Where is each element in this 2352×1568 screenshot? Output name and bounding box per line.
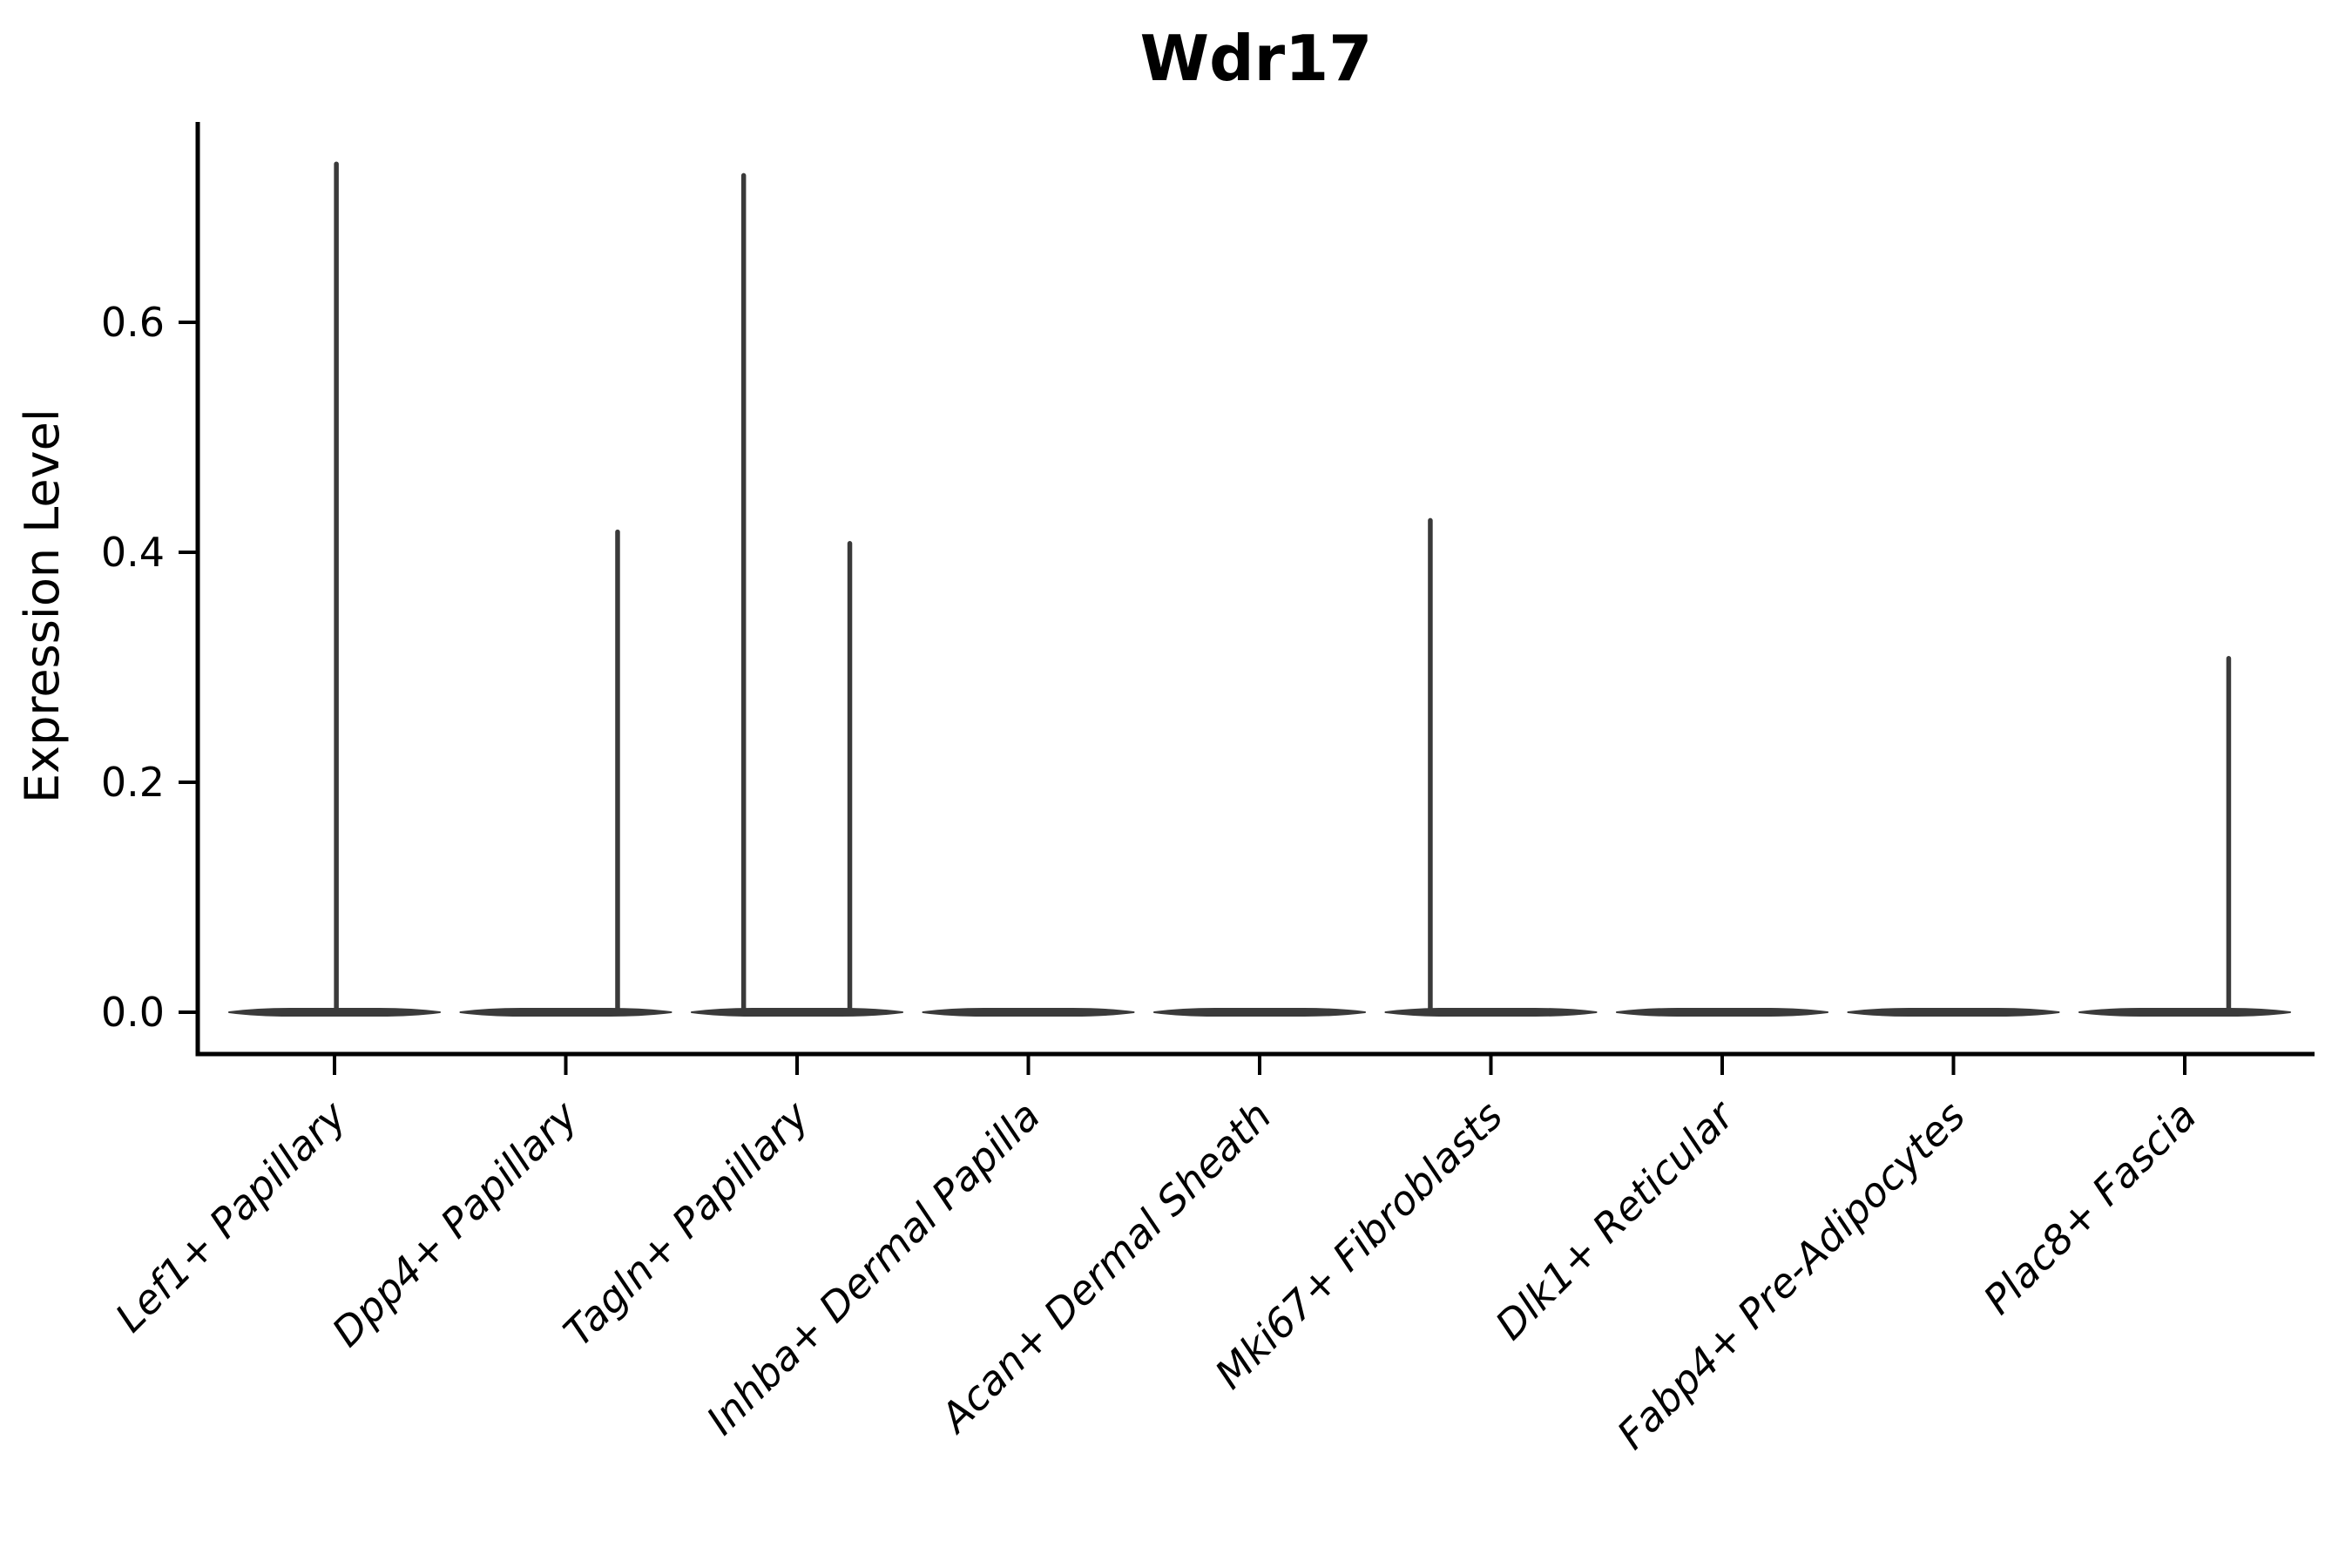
violin-body (459, 1008, 672, 1017)
y-tick-label: 0.0 (101, 989, 165, 1036)
violin-body (1847, 1008, 2060, 1017)
violin-body (922, 1008, 1135, 1017)
x-tick-label: Dlk1+ Reticular (1486, 1090, 1745, 1348)
y-tick-label: 0.6 (101, 299, 165, 346)
x-tick-label: Plac8+ Fascia (1974, 1092, 2205, 1323)
y-tick-label: 0.4 (101, 529, 165, 576)
y-tick-label: 0.2 (101, 759, 165, 806)
violin-body (2078, 1008, 2291, 1017)
x-tick-label: Tagln+ Papillary (554, 1092, 818, 1355)
violin-body (1616, 1008, 1828, 1017)
x-tick-label: Dpp4+ Papillary (323, 1092, 587, 1355)
x-tick-label: Lef1+ Papillary (106, 1092, 355, 1341)
chart-title: Wdr17 (1139, 22, 1373, 95)
violin-body (1153, 1008, 1366, 1017)
violin-body (1384, 1008, 1598, 1017)
violin-body (691, 1008, 903, 1017)
